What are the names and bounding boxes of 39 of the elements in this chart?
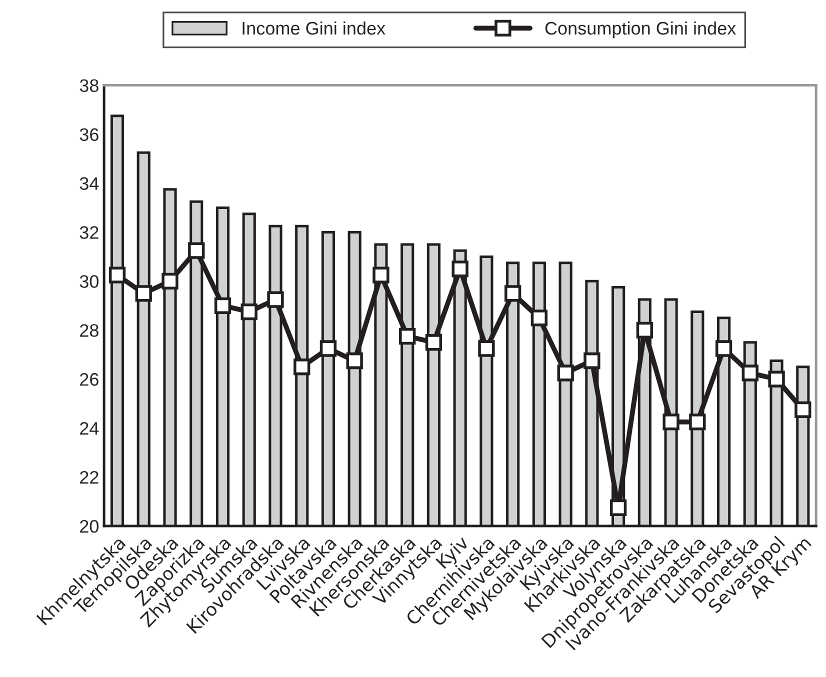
- legend-label: Consumption Gini index: [545, 21, 736, 38]
- point: [504, 285, 522, 302]
- point: [662, 414, 680, 430]
- point: [162, 272, 178, 290]
- y-tick-label: 38: [80, 79, 98, 92]
- point: [742, 364, 758, 382]
- point: [610, 499, 627, 516]
- legend-label: Income Gini index: [242, 21, 386, 35]
- point: [399, 328, 416, 345]
- point: [240, 303, 258, 320]
- point: [584, 352, 600, 370]
- point: [636, 322, 654, 338]
- point: [530, 310, 548, 326]
- y-tick-label: 26: [80, 373, 98, 386]
- y-tick-label: 22: [80, 470, 98, 484]
- point: [188, 242, 205, 259]
- point: [715, 340, 732, 357]
- point: [320, 340, 337, 357]
- point: [267, 291, 284, 308]
- point: [794, 401, 812, 418]
- point: [294, 358, 310, 376]
- point: [372, 266, 390, 284]
- y-tick-label: 34: [80, 177, 99, 190]
- point: [478, 340, 495, 357]
- point: [108, 266, 126, 284]
- point: [689, 414, 706, 430]
- y-tick-label: 28: [80, 324, 98, 337]
- point: [425, 334, 442, 351]
- point: [452, 260, 468, 278]
- point: [346, 352, 363, 370]
- point: [135, 285, 152, 302]
- y-tick-label: 30: [80, 275, 99, 288]
- y-tick-label: 36: [80, 128, 98, 141]
- y-tick-label: 24: [80, 422, 99, 435]
- point: [768, 370, 785, 388]
- y-tick-label: 20: [80, 520, 99, 533]
- point: [557, 364, 574, 382]
- y-tick-label: 32: [80, 226, 98, 239]
- point: [214, 297, 232, 314]
